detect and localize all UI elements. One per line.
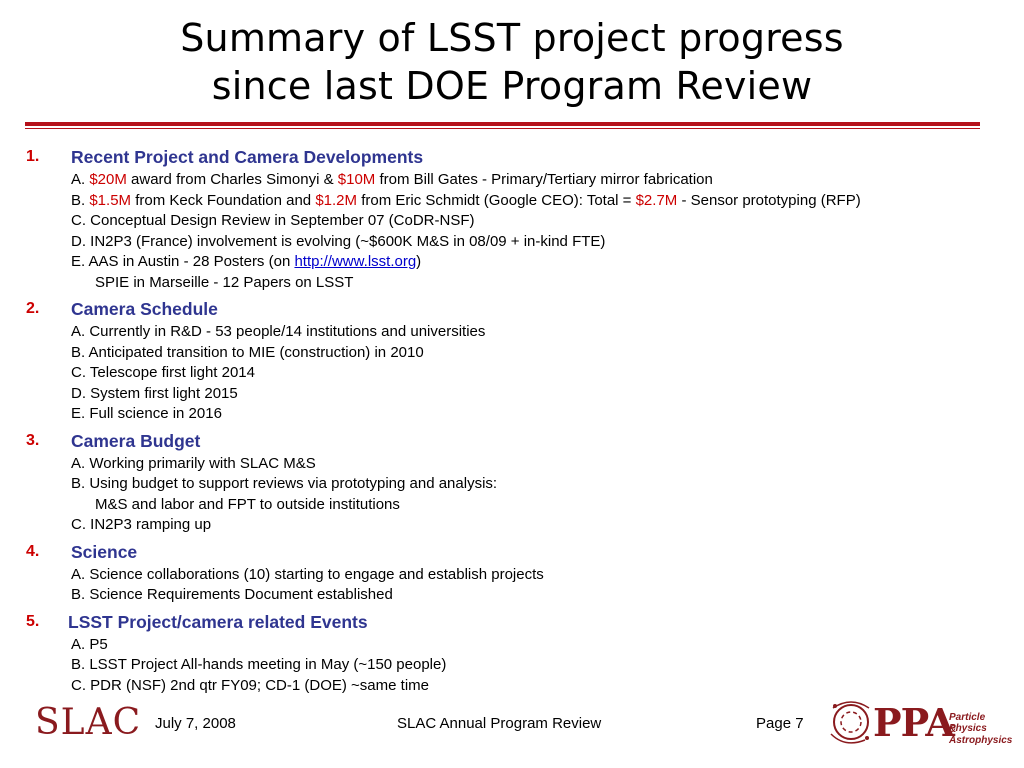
money-amount: $10M: [337, 171, 376, 188]
list-item: C. Conceptual Design Review in September…: [0, 211, 1024, 232]
ppa-logo-line-2: & Astrophysics: [949, 724, 1013, 746]
list-item-continuation: SPIE in Marseille - 12 Papers on LSST: [0, 273, 1024, 294]
list-item: B. Science Requirements Document establi…: [71, 586, 393, 603]
item-text: E. AAS in Austin - 28 Posters (on: [71, 253, 295, 270]
list-item: D. IN2P3 (France) involvement is evolvin…: [0, 232, 1024, 253]
footer-event-title: SLAC Annual Program Review: [397, 715, 602, 732]
money-amount: $1.5M: [89, 191, 132, 209]
section-science: 4. Science: [0, 541, 1024, 565]
list-item: B. LSST Project All-hands meeting in May…: [71, 656, 447, 673]
list-item: E. Full science in 2016: [71, 405, 222, 422]
section-heading: Camera Schedule: [71, 299, 218, 319]
item-text: C. Conceptual Design Review in September…: [71, 212, 475, 229]
footer-page-number: Page 7: [756, 715, 804, 732]
item-text: ): [416, 253, 422, 270]
section-events: 5. LSST Project/camera related Events: [0, 611, 1024, 635]
progress-list: 1. Recent Project and Camera Development…: [0, 146, 1024, 696]
section-number: 2.: [26, 300, 40, 317]
item-text: from Keck Foundation and: [131, 191, 316, 209]
list-item: A. Working primarily with SLAC M&S: [71, 454, 316, 472]
slide-title-line-2: since last DOE Program Review: [211, 64, 813, 108]
section-heading: LSST Project/camera related Events: [68, 611, 368, 632]
item-text: D. IN2P3 (France) involvement is evolvin…: [71, 232, 606, 250]
money-amount: $2.7M: [635, 191, 678, 209]
list-item: C. PDR (NSF) 2nd qtr FY09; CD-1 (DOE) ~s…: [71, 676, 429, 694]
section-recent-developments: 1. Recent Project and Camera Development…: [0, 146, 1024, 170]
section-number: 3.: [26, 431, 40, 449]
list-item: B. $1.5M from Keck Foundation and $1.2M …: [0, 191, 1024, 212]
section-number: 5.: [26, 612, 40, 630]
ppa-logo-letters: PPA: [873, 700, 955, 745]
item-text: A.: [71, 171, 90, 188]
list-item: A. Science collaborations (10) starting …: [71, 565, 544, 583]
title-divider-thick: [25, 122, 980, 126]
item-text: - Sensor prototyping (RFP): [677, 191, 861, 209]
lsst-website-link[interactable]: http://www.lsst.org: [294, 253, 417, 270]
list-item: B. Anticipated transition to MIE (constr…: [71, 343, 424, 361]
slac-logo: SLAC: [35, 702, 142, 743]
title-divider-thin: [25, 128, 980, 129]
item-text: B.: [71, 191, 90, 209]
list-item: C. Telescope first light 2014: [71, 364, 255, 381]
ppa-logo-line-1: Particle Physics: [949, 712, 987, 734]
section-number: 4.: [26, 542, 40, 560]
list-item: C. IN2P3 ramping up: [71, 516, 212, 533]
slide-title-line-1: Summary of LSST project progress: [180, 16, 844, 60]
ppa-swirl-icon: [830, 701, 870, 744]
money-amount: $20M: [89, 171, 127, 188]
list-item-continuation: M&S and labor and FPT to outside institu…: [95, 495, 400, 513]
section-number: 1.: [26, 148, 40, 165]
item-text: from Eric Schmidt (Google CEO): Total =: [357, 191, 636, 209]
list-item: A. $20M award from Charles Simonyi & $10…: [0, 170, 1024, 191]
section-camera-budget: 3. Camera Budget: [0, 430, 1024, 454]
item-text: SPIE in Marseille - 12 Papers on LSST: [95, 273, 354, 291]
section-heading: Science: [71, 541, 138, 562]
money-amount: $1.2M: [315, 191, 358, 209]
ppa-logo: PPA Particle Physics & Astrophysics: [825, 694, 1015, 754]
section-heading: Recent Project and Camera Developments: [71, 147, 424, 167]
section-camera-schedule: 2. Camera Schedule: [0, 298, 1024, 322]
item-text: from Bill Gates - Primary/Tertiary mirro…: [375, 171, 713, 188]
list-item: A. Currently in R&D - 53 people/14 insti…: [71, 323, 486, 340]
list-item: D. System first light 2015: [71, 384, 238, 402]
item-text: award from Charles Simonyi &: [126, 171, 338, 188]
footer-date: July 7, 2008: [155, 715, 236, 732]
section-heading: Camera Budget: [71, 430, 201, 451]
list-item: B. Using budget to support reviews via p…: [71, 475, 498, 492]
list-item: E. AAS in Austin - 28 Posters (on http:/…: [0, 252, 1024, 273]
list-item: A. P5: [71, 635, 108, 653]
